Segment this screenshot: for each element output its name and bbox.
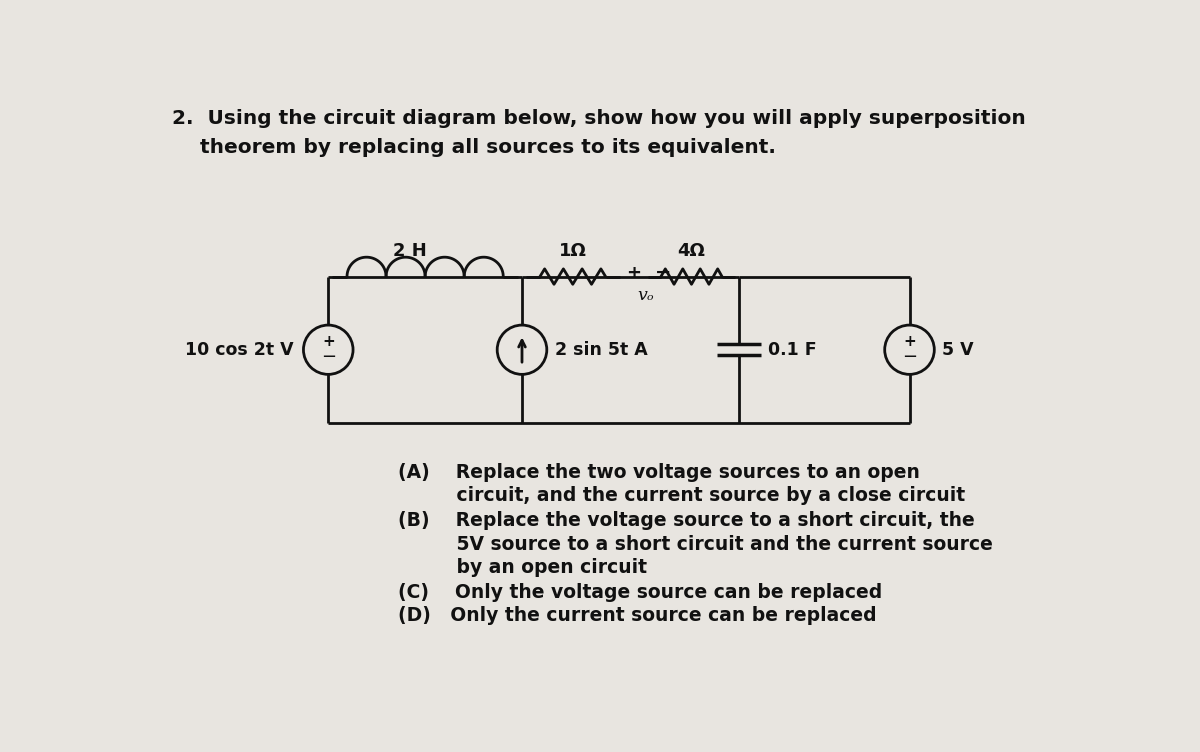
- Text: (C)    Only the voltage source can be replaced: (C) Only the voltage source can be repla…: [398, 583, 882, 602]
- Text: −: −: [902, 348, 917, 366]
- Text: −: −: [320, 348, 336, 366]
- Text: 2.  Using the circuit diagram below, show how you will apply superposition: 2. Using the circuit diagram below, show…: [172, 109, 1026, 128]
- Text: 5V source to a short circuit and the current source: 5V source to a short circuit and the cur…: [398, 535, 992, 553]
- Text: by an open circuit: by an open circuit: [398, 558, 647, 577]
- Text: (B)    Replace the voltage source to a short circuit, the: (B) Replace the voltage source to a shor…: [398, 511, 974, 530]
- Text: +: +: [904, 334, 916, 349]
- Text: circuit, and the current source by a close circuit: circuit, and the current source by a clo…: [398, 486, 965, 505]
- Text: 4Ω: 4Ω: [678, 241, 706, 259]
- Text: 5 V: 5 V: [942, 341, 973, 359]
- Text: 2 sin 5t A: 2 sin 5t A: [554, 341, 647, 359]
- Text: (A)    Replace the two voltage sources to an open: (A) Replace the two voltage sources to a…: [398, 463, 920, 482]
- Text: +: +: [626, 264, 641, 282]
- Text: 2 H: 2 H: [392, 241, 426, 259]
- Text: +: +: [322, 334, 335, 349]
- Text: 0.1 F: 0.1 F: [768, 341, 817, 359]
- Text: vₒ: vₒ: [637, 287, 654, 305]
- Text: 1Ω: 1Ω: [559, 241, 587, 259]
- Text: (D)   Only the current source can be replaced: (D) Only the current source can be repla…: [398, 606, 877, 625]
- Text: theorem by replacing all sources to its equivalent.: theorem by replacing all sources to its …: [172, 138, 775, 157]
- Text: 10 cos 2t V: 10 cos 2t V: [185, 341, 293, 359]
- Text: −: −: [655, 263, 671, 282]
